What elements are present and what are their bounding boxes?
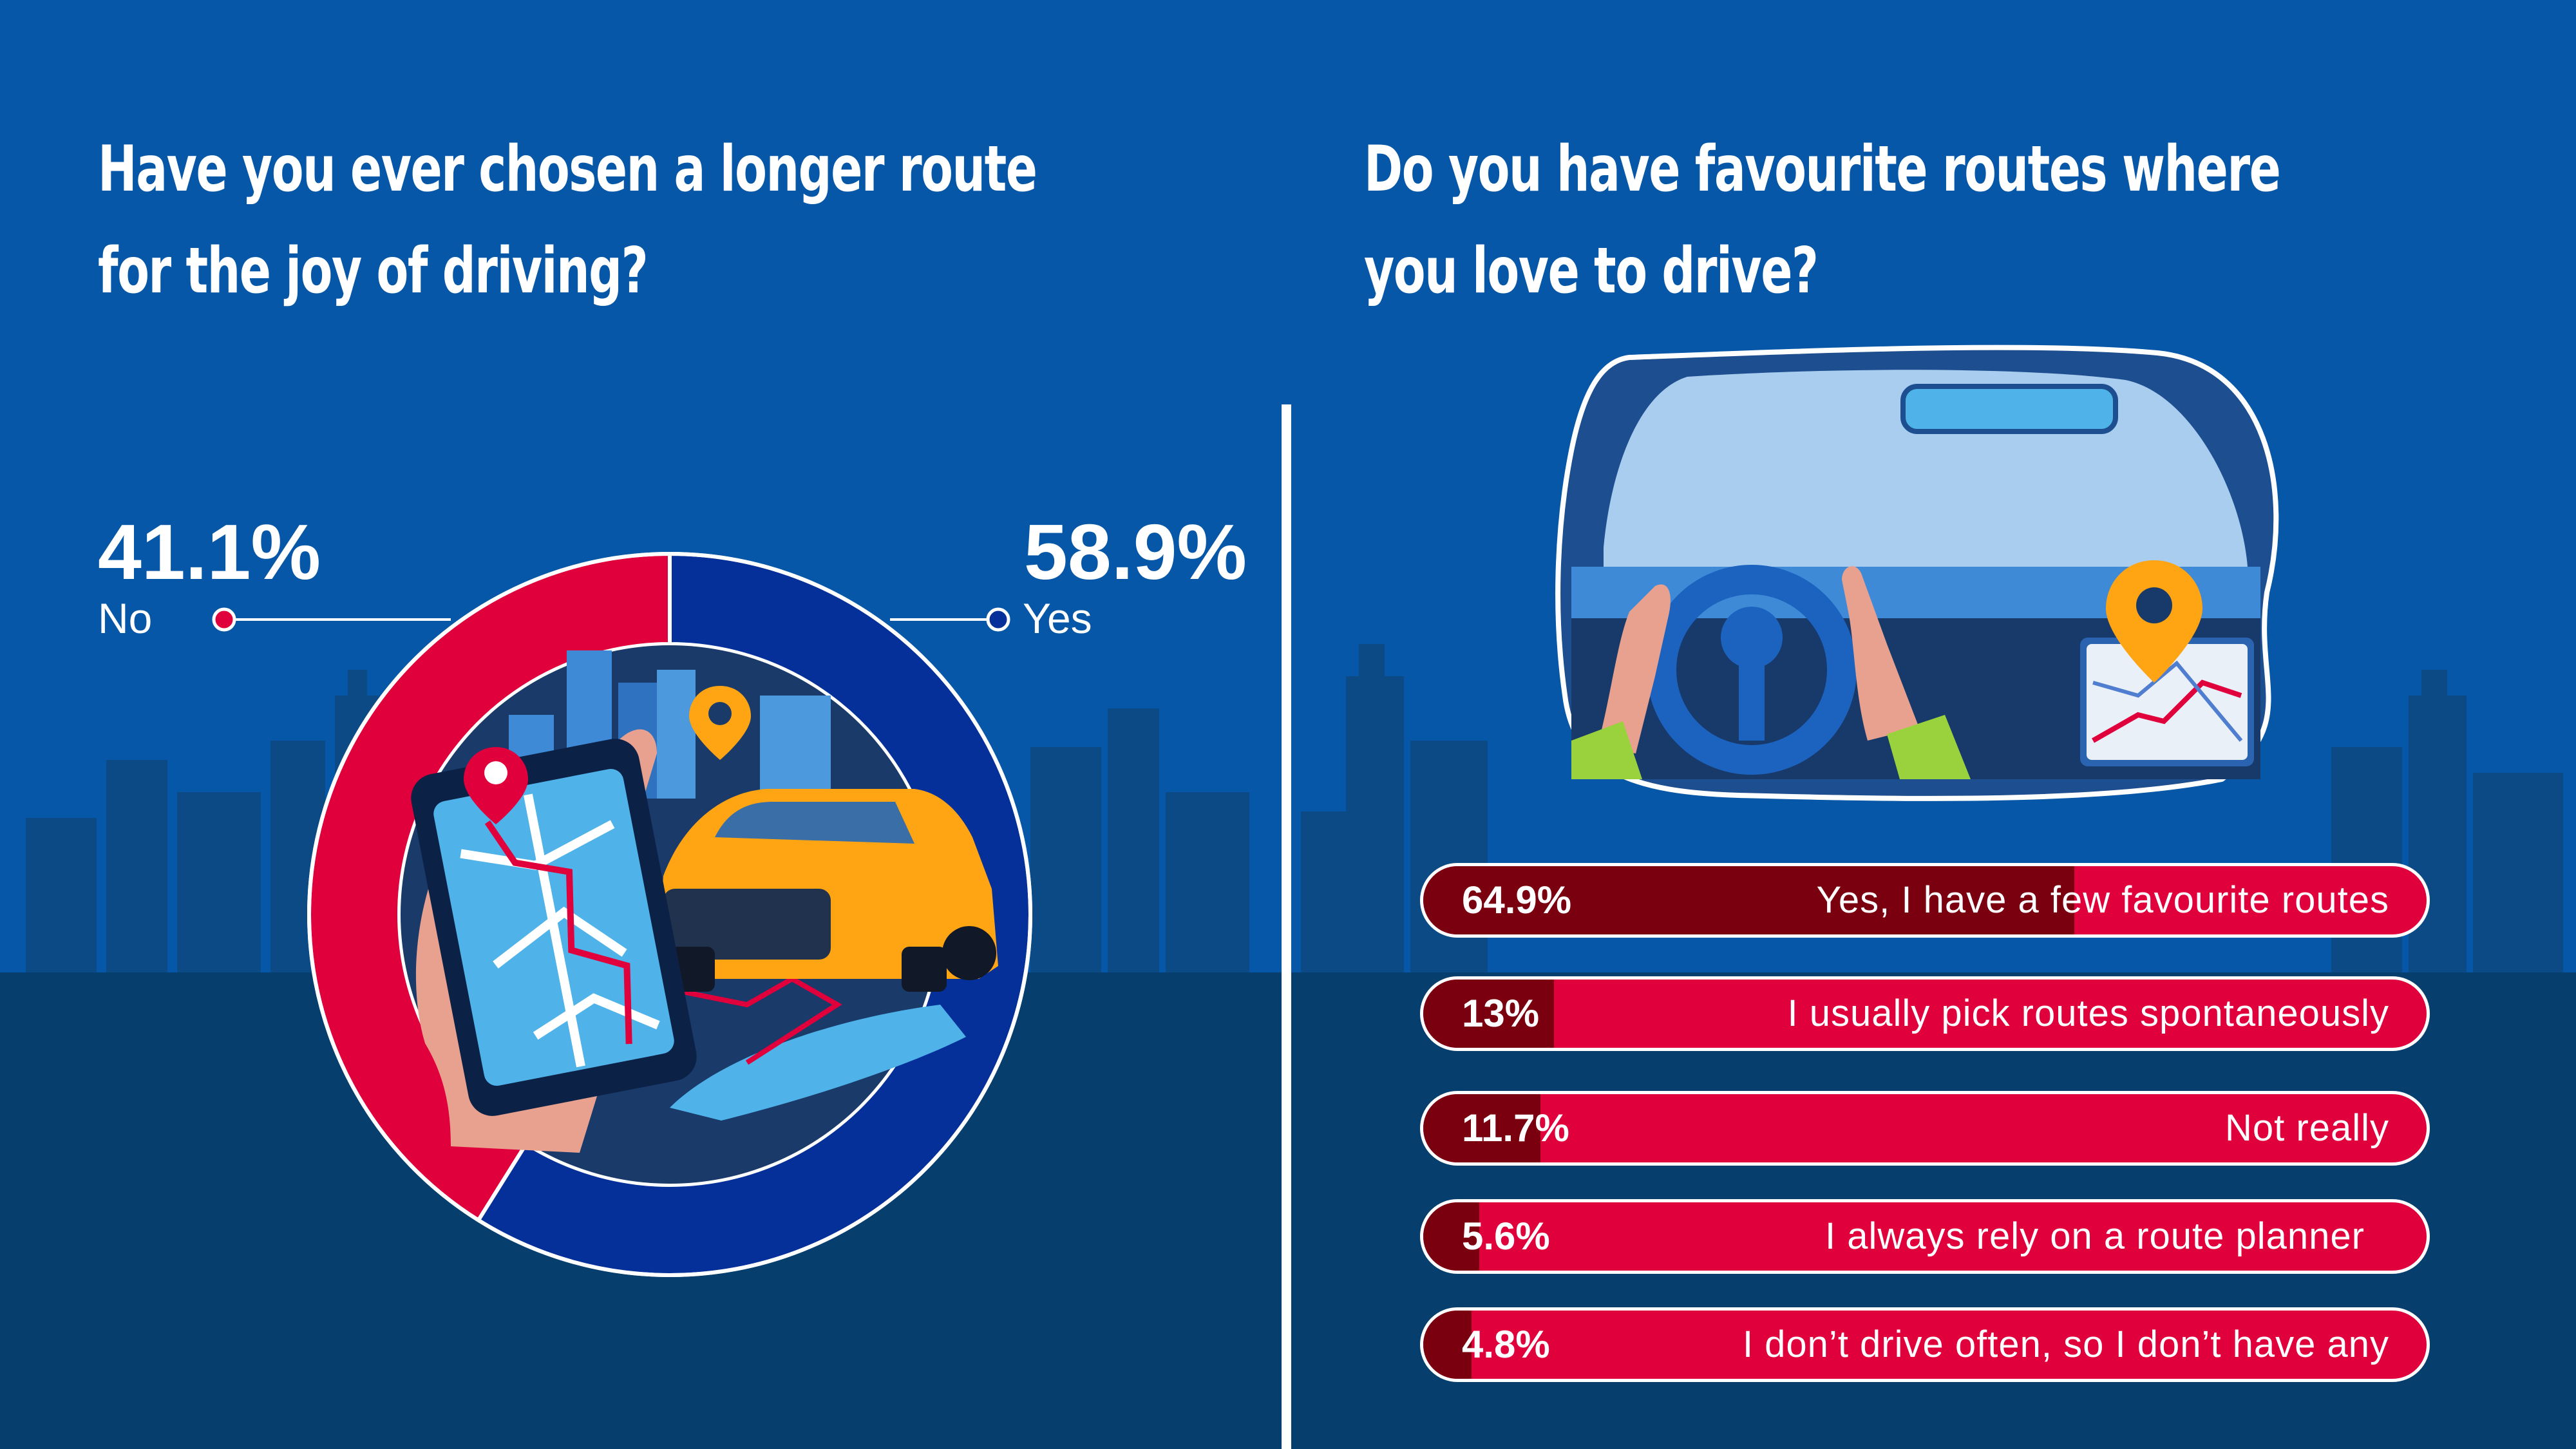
right-question-title: Do you have favourite routes where you l… [1364, 118, 2281, 322]
donut-outline [307, 552, 1032, 1277]
bar-category-label: I usually pick routes spontaneously [1787, 992, 2389, 1034]
bar-value-label: 11.7% [1462, 1106, 1569, 1150]
bar-fill [1423, 1311, 1472, 1379]
panel-divider [1282, 404, 1291, 1449]
bar-row: 13% I usually pick routes spontaneously [1420, 976, 2430, 1051]
no-label: No [98, 594, 153, 642]
bar-category-label: I don’t drive often, so I don’t have any [1742, 1323, 2389, 1365]
bar-row: 4.8% I don’t drive often, so I don’t hav… [1420, 1307, 2430, 1382]
bar-fill [1423, 980, 1554, 1048]
title-line: you love to drive? [1364, 234, 1819, 308]
bar-row: 64.9% Yes, I have a few favourite routes [1420, 863, 2430, 938]
yes-leader-dot [986, 607, 1010, 632]
yes-percentage: 58.9% [1024, 508, 1247, 596]
left-question-title: Have you ever chosen a longer route for … [98, 118, 1037, 322]
no-leader-dot [212, 607, 236, 632]
bar-value-label: 13% [1462, 992, 1540, 1035]
bar-value-label: 5.6% [1462, 1215, 1550, 1258]
bar-value-label: 4.8% [1462, 1323, 1550, 1366]
bar-category-label: Not really [2225, 1107, 2389, 1149]
bar-row: 5.6% I always rely on a route planner [1420, 1199, 2430, 1274]
yes-label: Yes [1023, 594, 1092, 642]
bar-value-label: 64.9% [1462, 878, 1572, 922]
title-line: for the joy of driving? [98, 234, 649, 308]
bar-fill [1423, 1094, 1541, 1162]
bar-category-label: I always rely on a route planner [1825, 1215, 2365, 1257]
bar-category-label: Yes, I have a few favourite routes [1816, 879, 2389, 921]
no-percentage: 41.1% [98, 508, 321, 596]
bar-row: 11.7% Not really [1420, 1091, 2430, 1166]
bar-fill [1423, 1202, 1480, 1271]
bar-fill [1423, 866, 2075, 934]
phone-map-and-car-icon [401, 645, 998, 1184]
